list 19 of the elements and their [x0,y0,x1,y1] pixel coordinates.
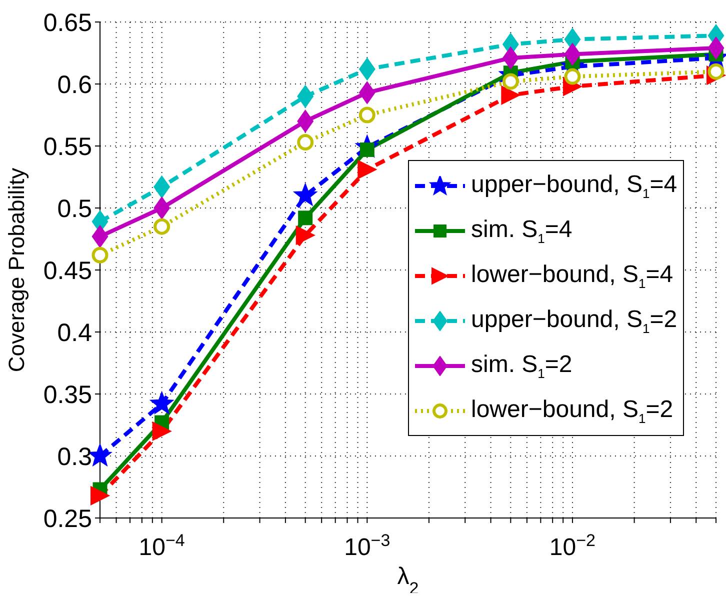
y-tick-label: 0.5 [57,195,92,223]
legend-label: lower−bound, S$_{1}$=4 [471,260,674,290]
legend-label: sim. S$_{1}$=2 [471,350,572,380]
y-tick-label: 0.45 [43,257,92,285]
y-tick-label: 0.3 [57,443,92,471]
x-tick-label: 10$^{−2}$ [549,530,596,561]
y-tick-label: 0.25 [43,505,92,533]
legend-label: upper−bound, S$_{1}$=2 [471,306,678,336]
y-tick-label: 0.65 [43,9,92,37]
y-axis-title: Coverage Probability [4,168,29,372]
legend-label: lower−bound, S$_{1}$=2 [471,396,674,426]
y-tick-label: 0.4 [57,319,92,347]
x-tick-label: 10$^{−4}$ [138,530,185,561]
y-tick-label: 0.55 [43,133,92,161]
legend-label: sim. S$_{1}$=4 [471,216,572,246]
y-tick-label: 0.6 [57,71,92,99]
x-tick-label: 10$^{−3}$ [344,530,390,561]
y-tick-label: 0.35 [43,381,92,409]
legend-label: upper−bound, S$_{1}$=4 [471,170,678,200]
